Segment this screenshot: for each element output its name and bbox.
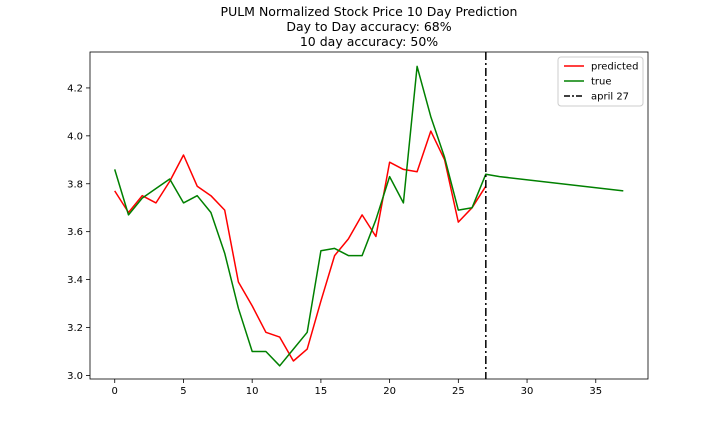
series-line-true (113, 65, 624, 367)
x-tick-label: 25 (452, 386, 465, 397)
series-line-predicted (114, 130, 487, 362)
title-line: 10 day accuracy: 50% (300, 34, 438, 49)
title-line: Day to Day accuracy: 68% (286, 19, 451, 34)
chart-title: PULM Normalized Stock Price 10 Day Predi… (221, 4, 518, 49)
title-line: PULM Normalized Stock Price 10 Day Predi… (221, 4, 518, 19)
axes: 0 5 10 15 20 25 30 35 3.0 3.2 3.4 3.6 3.8 4.0 4.2 (67, 51, 649, 397)
legend-box (557, 56, 644, 107)
y-tick-label: 4.2 (67, 83, 83, 94)
x-tick-label: 20 (383, 386, 396, 397)
y-tick-label: 3.4 (67, 275, 83, 286)
axes-frame (89, 51, 649, 380)
x-tick-label: 0 (112, 386, 118, 397)
y-tick-label: 3.8 (67, 179, 83, 190)
x-tick-label: 30 (521, 386, 534, 397)
x-tick-label: 10 (246, 386, 259, 397)
legend-label: predicted (591, 62, 638, 73)
plot-area (113, 52, 624, 379)
x-tick-label: 15 (315, 386, 328, 397)
legend-label: april 27 (591, 92, 629, 103)
legend-label: true (591, 77, 612, 88)
x-tick-label: 35 (589, 386, 602, 397)
y-tick-label: 3.2 (67, 323, 83, 334)
x-tick-label: 5 (180, 386, 186, 397)
y-tick-label: 4.0 (67, 131, 83, 142)
y-tick-label: 3.6 (67, 227, 83, 238)
y-tick-label: 3.0 (67, 371, 83, 382)
legend: predicted true april 27 (557, 56, 644, 107)
